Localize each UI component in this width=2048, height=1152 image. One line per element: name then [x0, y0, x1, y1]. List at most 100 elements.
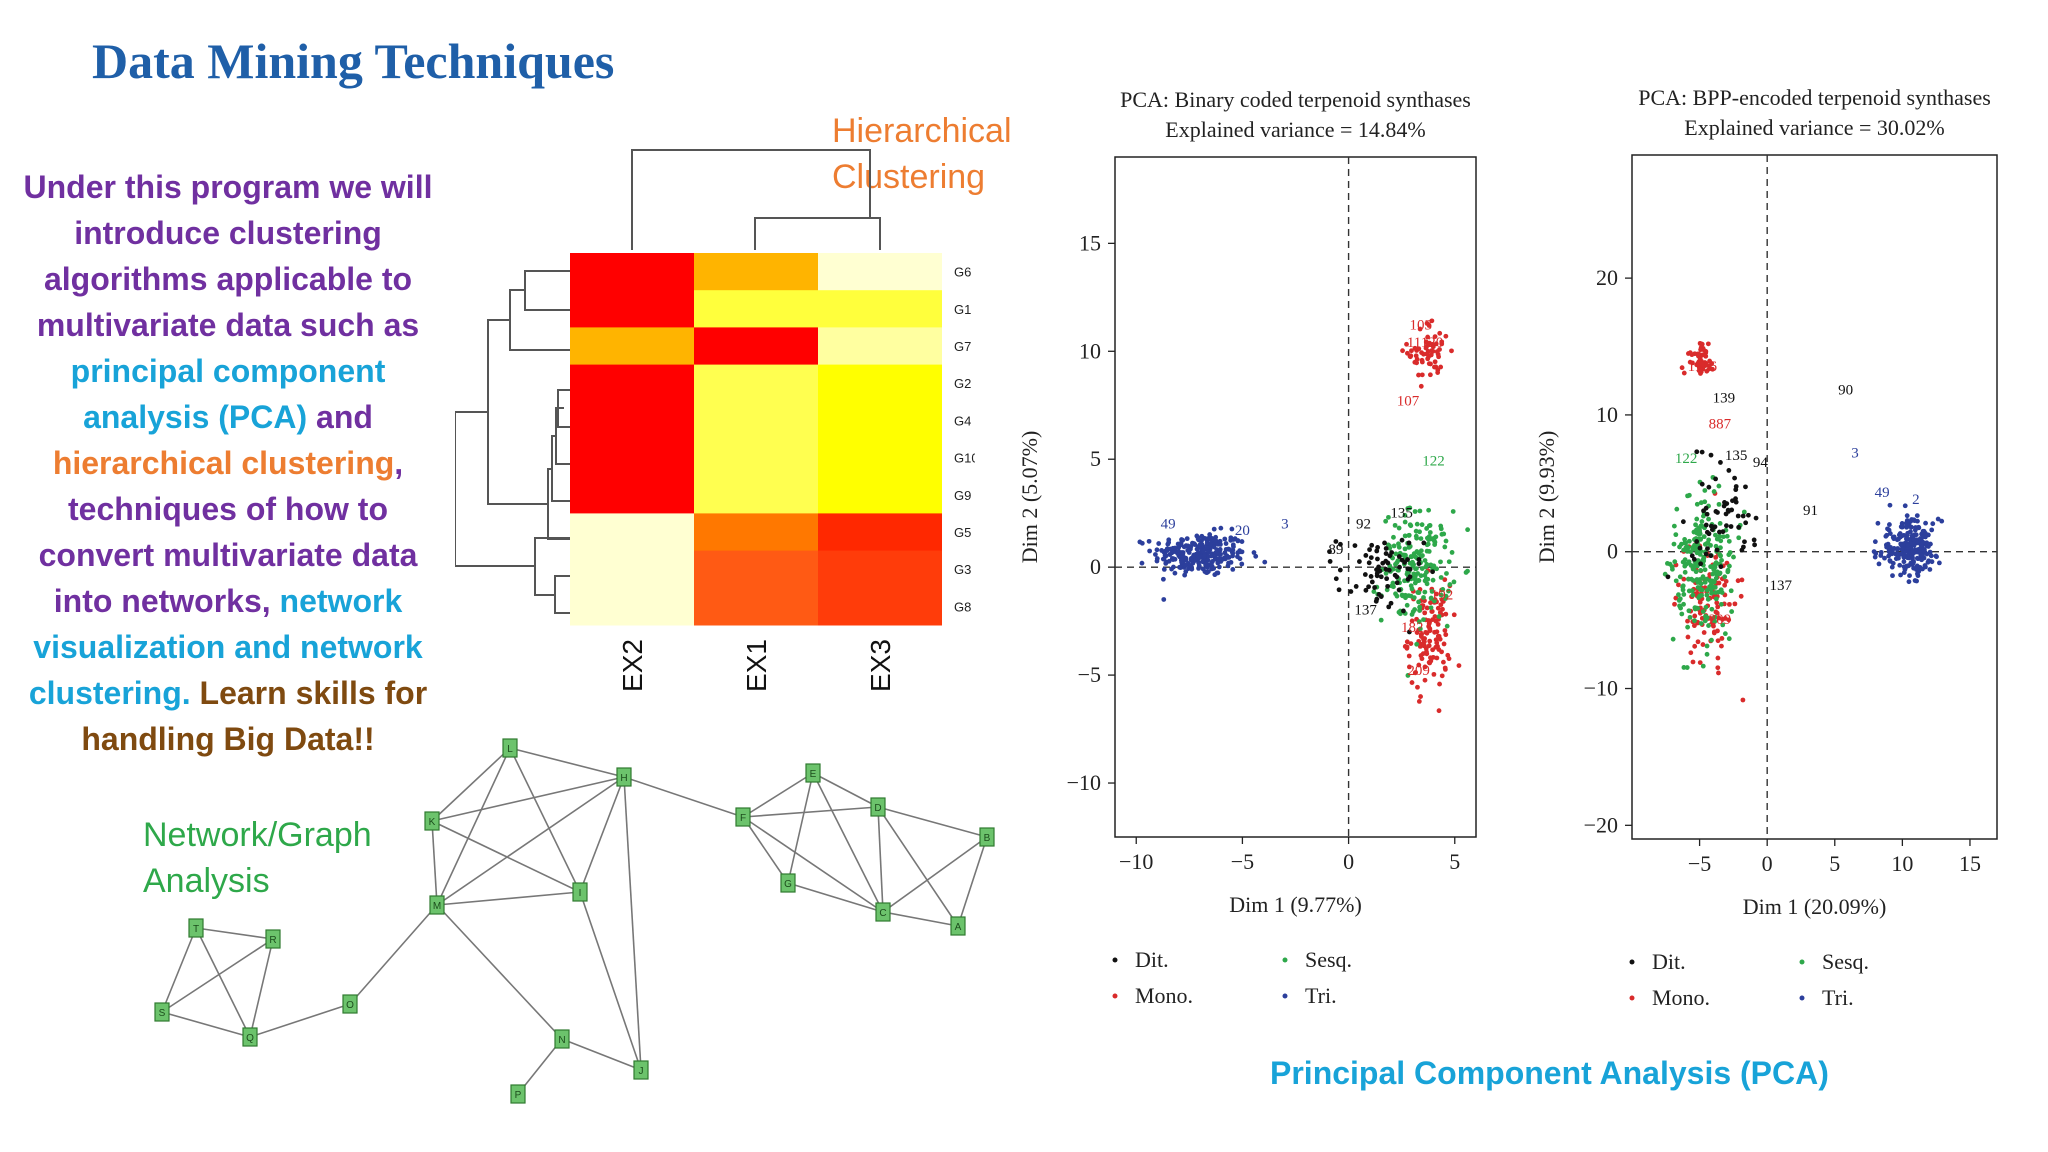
- data-point: [1408, 593, 1414, 599]
- data-point: [1917, 564, 1923, 570]
- data-point: [1428, 600, 1433, 606]
- data-point: [1887, 522, 1892, 527]
- data-point: [1419, 566, 1425, 571]
- heatmap-row-labels: G6 G1 G7 G2 G4 G10 G9 G5 G3 G8: [954, 265, 975, 615]
- data-point: [1402, 546, 1408, 552]
- network-edge: [436, 891, 581, 906]
- data-point: [1429, 609, 1435, 614]
- data-point: [1424, 569, 1429, 575]
- data-point: [1430, 577, 1436, 583]
- data-point: [1449, 348, 1454, 354]
- data-point: [1164, 548, 1170, 553]
- point-annotation: 89: [1328, 542, 1343, 558]
- data-point: [1166, 537, 1172, 543]
- data-point: [1181, 544, 1187, 550]
- data-point: [1896, 536, 1901, 542]
- data-point: [1919, 545, 1924, 551]
- data-point: [1414, 630, 1420, 635]
- data-point: [1922, 563, 1928, 568]
- data-point: [1710, 366, 1715, 372]
- svg-text:O: O: [346, 1000, 354, 1011]
- data-point: [1673, 578, 1679, 584]
- data-point: [1436, 614, 1442, 619]
- data-point: [1185, 547, 1191, 553]
- heatmap-cell: [570, 364, 694, 403]
- data-point: [1387, 545, 1393, 551]
- data-point: [1723, 578, 1729, 584]
- data-point: [1397, 564, 1402, 570]
- data-point: [1702, 567, 1708, 573]
- data-point: [1444, 571, 1449, 576]
- network-edge: [742, 816, 884, 913]
- intro-text: Under this program we will introduce clu…: [18, 164, 438, 762]
- data-point: [1902, 503, 1908, 509]
- series-points: [1662, 474, 1747, 670]
- data-point: [1427, 372, 1433, 378]
- data-point: [1223, 546, 1229, 552]
- data-point: [1406, 629, 1412, 635]
- heatmap-cell: [694, 364, 818, 403]
- data-point: [1718, 460, 1723, 465]
- svg-text:B: B: [984, 833, 991, 844]
- data-point: [1421, 595, 1426, 600]
- data-point: [1695, 639, 1701, 645]
- data-point: [1718, 553, 1723, 559]
- data-point: [1139, 540, 1145, 546]
- data-point: [1681, 592, 1687, 597]
- data-point: [1753, 515, 1759, 521]
- data-point: [1333, 576, 1339, 582]
- heatmap-cell: [818, 550, 942, 589]
- data-point: [1421, 617, 1426, 622]
- legend-marker: [1629, 995, 1635, 1001]
- data-point: [1911, 537, 1917, 542]
- svg-text:R: R: [269, 935, 276, 946]
- heatmap-col-label: EX2: [617, 639, 648, 692]
- data-point: [1689, 553, 1695, 559]
- data-point: [1934, 554, 1939, 560]
- network-edge: [957, 836, 988, 927]
- data-point: [1713, 543, 1719, 549]
- data-point: [1161, 597, 1167, 602]
- data-point: [1704, 511, 1710, 517]
- data-point: [1901, 559, 1907, 565]
- data-point: [1910, 548, 1916, 554]
- x-tick-label: −5: [1688, 851, 1711, 876]
- data-point: [1707, 358, 1713, 364]
- data-point: [1427, 523, 1433, 528]
- data-point: [1375, 545, 1380, 550]
- data-point: [1887, 558, 1893, 564]
- point-annotation: 91: [1803, 503, 1818, 519]
- data-point: [1703, 348, 1709, 354]
- intro-part-5: , techniques of how to convert multivari…: [38, 445, 418, 619]
- data-point: [1166, 558, 1172, 564]
- y-tick-label: 20: [1596, 265, 1618, 290]
- network-edge: [161, 938, 274, 1013]
- x-tick-label: 0: [1762, 851, 1773, 876]
- data-point: [1408, 583, 1414, 589]
- data-point: [1217, 538, 1223, 544]
- legend-marker: [1282, 957, 1288, 963]
- hc-label-line-1: Hierarchical: [832, 112, 1012, 150]
- data-point: [1416, 699, 1422, 704]
- svg-text:J: J: [639, 1066, 644, 1077]
- data-point: [1406, 540, 1412, 546]
- data-point: [1718, 564, 1724, 570]
- data-point: [1677, 574, 1683, 580]
- data-point: [1890, 560, 1896, 566]
- y-tick-label: 10: [1079, 338, 1101, 363]
- data-point: [1170, 545, 1176, 551]
- svg-text:G: G: [784, 879, 792, 890]
- heatmap-figure: G6 G1 G7 G2 G4 G10 G9 G5 G3 G8 EX2 EX1 EX3: [455, 149, 975, 692]
- heatmap-cell: [694, 587, 818, 626]
- svg-text:I: I: [579, 888, 582, 899]
- hc-label-line-2: Clustering: [832, 158, 986, 196]
- data-point: [1421, 643, 1426, 648]
- series-points: [1871, 502, 1945, 585]
- data-point: [1882, 555, 1887, 561]
- heatmap-row-label: G6: [954, 265, 971, 280]
- point-annotation: 103: [1410, 318, 1433, 334]
- y-axis-label: Dim 2 (9.93%): [1534, 431, 1559, 564]
- data-point: [1708, 564, 1714, 570]
- data-point: [1722, 500, 1727, 505]
- data-point: [1451, 612, 1457, 618]
